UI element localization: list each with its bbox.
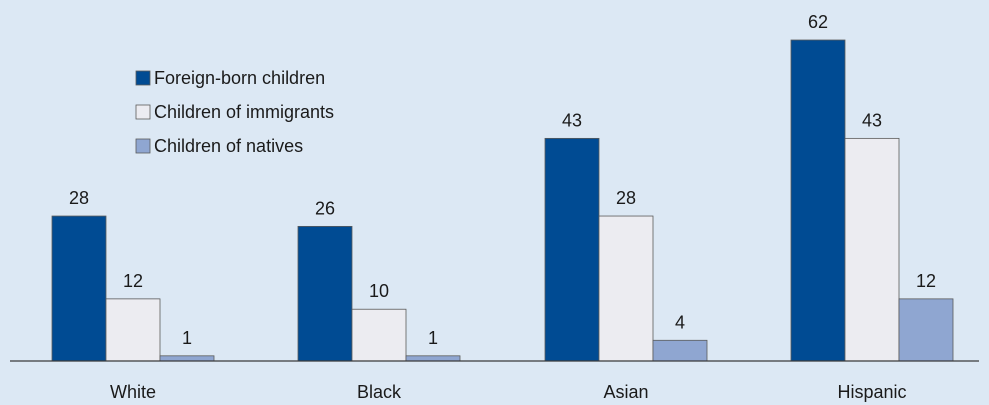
bar-white-series-2 <box>159 355 215 362</box>
bar-hispanic-series-1 <box>844 137 900 362</box>
value-label: 12 <box>916 271 936 291</box>
legend: Foreign-born children Children of immigra… <box>135 68 334 156</box>
legend-label: Children of immigrants <box>154 102 334 122</box>
category-label: Asian <box>603 382 648 402</box>
value-label: 1 <box>428 328 438 348</box>
bar-asian-series-1 <box>598 215 654 362</box>
value-label: 28 <box>616 188 636 208</box>
value-label: 43 <box>562 110 582 130</box>
legend-label: Children of natives <box>154 136 303 156</box>
bar-white-series-0 <box>51 215 107 362</box>
legend-swatch <box>135 138 151 154</box>
value-label: 4 <box>675 312 685 332</box>
bar-black-series-2 <box>405 355 461 362</box>
legend-swatch <box>135 70 151 86</box>
value-label: 10 <box>369 281 389 301</box>
category-label: Hispanic <box>837 382 906 402</box>
bar-asian-series-2 <box>652 339 708 362</box>
bar-black-series-1 <box>351 308 407 362</box>
bars-group <box>51 39 954 362</box>
category-labels-group: White Black Asian Hispanic <box>110 382 907 402</box>
bar-white-series-1 <box>105 298 161 362</box>
value-label: 1 <box>182 328 192 348</box>
category-label: Black <box>357 382 402 402</box>
value-labels-group: 28 12 1 26 10 1 43 28 4 62 43 12 <box>69 12 936 348</box>
bar-hispanic-series-0 <box>790 39 846 362</box>
bar-black-series-0 <box>297 225 353 362</box>
bar-asian-series-0 <box>544 137 600 362</box>
legend-label: Foreign-born children <box>154 68 325 88</box>
bar-hispanic-series-2 <box>898 298 954 362</box>
category-label: White <box>110 382 156 402</box>
value-label: 12 <box>123 271 143 291</box>
value-label: 43 <box>862 110 882 130</box>
value-label: 28 <box>69 188 89 208</box>
value-label: 62 <box>808 12 828 32</box>
legend-swatch <box>135 104 151 120</box>
value-label: 26 <box>315 198 335 218</box>
